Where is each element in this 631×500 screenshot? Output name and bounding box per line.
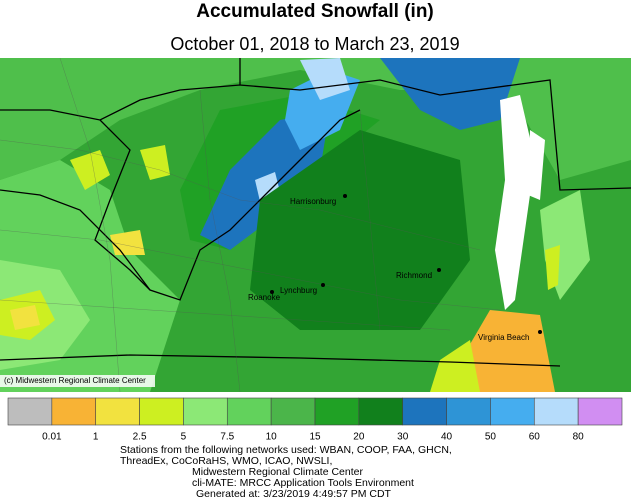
legend-label: 60: [529, 432, 541, 443]
city-label: Lynchburg: [280, 286, 317, 295]
legend-label: 80: [573, 432, 585, 443]
legend-swatch: [577, 397, 623, 426]
legend-label: 0.01: [42, 432, 62, 443]
city-dot: [270, 290, 274, 294]
legend-swatch: [358, 397, 404, 426]
legend-swatch: [270, 397, 316, 426]
city-dot: [343, 194, 347, 198]
legend-label: 10: [266, 432, 278, 443]
city-dot: [437, 268, 441, 272]
city-label: Roanoke: [248, 293, 281, 302]
legend-swatch: [226, 397, 272, 426]
legend-label: 7.5: [220, 432, 234, 443]
footer-line: cli-MATE: MRCC Application Tools Environ…: [192, 477, 414, 489]
footer-line: ThreadEx, CoCoRaHS, WMO, ICAO, NWSLI,: [120, 455, 332, 467]
legend-swatch: [95, 397, 140, 426]
legend-label: 15: [309, 432, 321, 443]
legend-label: 2.5: [133, 432, 147, 443]
footer: Stations from the following networks use…: [120, 444, 452, 500]
legend-swatch: [7, 397, 53, 426]
legend-label: 40: [441, 432, 453, 443]
city-label: Richmond: [396, 271, 432, 280]
city-label: Virginia Beach: [478, 333, 529, 342]
city-dot: [538, 330, 542, 334]
cities: Harrisonburg Lynchburg Roanoke Richmond …: [248, 194, 542, 342]
city-label: Harrisonburg: [290, 197, 336, 206]
subtitle: October 01, 2018 to March 23, 2019: [170, 34, 459, 54]
legend-swatch: [183, 397, 228, 426]
legend-swatch: [402, 397, 447, 426]
legend-label: 1: [93, 432, 99, 443]
legend: 0.01 1 2.5 5 7.5 10 15 20 30 40 50 60 80: [7, 397, 623, 443]
legend-swatch: [533, 397, 579, 426]
legend-swatch: [51, 397, 97, 426]
map: (c) Midwestern Regional Climate Center: [0, 58, 631, 392]
legend-swatch: [490, 397, 535, 426]
legend-label: 30: [397, 432, 409, 443]
city-dot: [321, 283, 325, 287]
legend-label: 20: [353, 432, 365, 443]
legend-swatch: [446, 397, 491, 426]
footer-line: Midwestern Regional Climate Center: [192, 466, 363, 478]
legend-label: 5: [181, 432, 187, 443]
title: Accumulated Snowfall (in): [196, 1, 434, 22]
footer-line: Stations from the following networks use…: [120, 444, 452, 456]
legend-swatch: [139, 397, 184, 426]
legend-label: 50: [485, 432, 497, 443]
legend-swatch: [314, 397, 360, 426]
footer-line: Generated at: 3/23/2019 4:49:57 PM CDT: [196, 488, 392, 500]
copyright: (c) Midwestern Regional Climate Center: [4, 376, 146, 385]
